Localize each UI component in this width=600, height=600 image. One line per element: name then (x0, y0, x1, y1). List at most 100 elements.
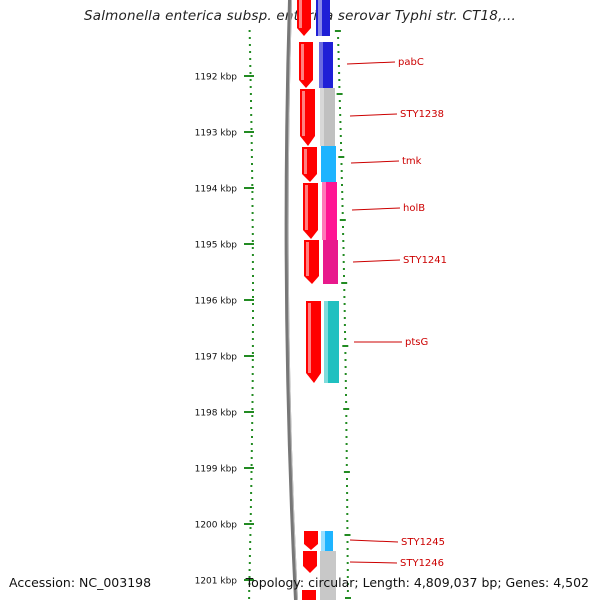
forward-strand-genes (297, 0, 321, 600)
cog-block-ptsG-edge (324, 301, 328, 383)
gene-label-STY1238: STY1238 (349, 109, 444, 120)
ruler-dot (336, 93, 343, 95)
gene-label-text: STY1246 (400, 558, 444, 569)
gene-label-text: ptsG (405, 337, 428, 348)
ruler-dot (251, 380, 254, 382)
ruler-dot (252, 289, 254, 291)
gene-label-pabC: pabC (346, 57, 424, 68)
ruler-dot (251, 268, 254, 270)
ruler-dot (346, 513, 349, 515)
gene-arrow (304, 531, 318, 550)
ruler-dot (346, 492, 349, 494)
ruler-dot (338, 100, 341, 102)
ruler-dot (339, 121, 342, 123)
ruler-right (334, 30, 351, 599)
ruler-dot (251, 436, 253, 438)
ruler-dot (250, 478, 253, 480)
ruler-dot (346, 548, 349, 550)
ruler-dot (249, 527, 252, 529)
ruler-dot (250, 107, 253, 109)
ruler-dot (342, 226, 344, 228)
ruler-dot (342, 261, 345, 263)
ruler-dot (339, 114, 342, 116)
ruler-dot (252, 296, 254, 298)
ruler-dot (341, 282, 348, 284)
ruler-dot (248, 555, 251, 557)
ruler-dot (249, 520, 252, 522)
ruler-dot (249, 541, 252, 543)
ruler-dot (248, 30, 251, 32)
ruler-dot (345, 457, 348, 459)
ruler-dot (340, 142, 342, 144)
gene-label-STY1246: STY1246 (349, 558, 444, 569)
ruler-dot (251, 254, 254, 256)
ruler-dot (251, 233, 254, 235)
ruler-dot (344, 534, 351, 536)
ruler-dot (248, 576, 251, 578)
ruler-dot (249, 513, 252, 515)
ruler-dot (250, 443, 253, 445)
ruler-label: 1197 kbp (195, 353, 238, 363)
ruler-dot (250, 499, 252, 501)
ruler-dot (342, 345, 349, 347)
ruler-left (248, 30, 254, 599)
ruler-dot (251, 422, 254, 424)
ruler-dot (341, 184, 343, 186)
ruler-dot (251, 373, 254, 375)
ruler-dot (346, 555, 349, 557)
ruler-dot (346, 506, 349, 508)
ruler-label: 1198 kbp (195, 409, 238, 419)
ruler-label: 1200 kbp (195, 521, 238, 531)
cog-block-tmk (321, 146, 336, 182)
ruler-label: 1194 kbp (195, 185, 238, 195)
gene-arrow (302, 590, 316, 600)
ruler-dot (344, 380, 347, 382)
gene-arrow-highlight (308, 303, 311, 373)
ruler-dot (343, 296, 346, 298)
ruler-dot (251, 219, 254, 221)
gene-label-text: holB (403, 203, 425, 214)
ruler-dot (340, 170, 343, 172)
ruler-dot (250, 121, 253, 123)
ruler-dot (249, 93, 252, 95)
ruler-dot (341, 191, 344, 193)
ruler-dot (249, 534, 252, 536)
ruler-dot (339, 219, 346, 221)
ruler-dot (346, 541, 349, 543)
ruler-dot (251, 408, 254, 410)
chromosome-backbone (284, 0, 298, 600)
ruler-dot (251, 352, 254, 354)
ruler-dot (346, 520, 349, 522)
ruler-dot (346, 478, 348, 480)
ruler-dot (249, 548, 252, 550)
ruler-dot (249, 86, 252, 88)
ruler-label: 1199 kbp (195, 465, 238, 475)
ruler-dot (343, 317, 346, 319)
gene-label-text: pabC (398, 57, 424, 68)
ruler-dot (252, 324, 254, 326)
cog-block-STY1238-edge (320, 88, 324, 146)
ruler-dot (252, 282, 254, 284)
ruler-dot (249, 65, 252, 67)
cog-block-bottom (320, 551, 336, 600)
ruler-dot (340, 149, 343, 151)
ruler-dot (342, 247, 345, 249)
ruler-dot (342, 268, 345, 270)
ruler-label: 1192 kbp (195, 73, 238, 83)
ruler-dot (346, 485, 348, 487)
ruler-dot (342, 240, 345, 242)
ruler-dot (251, 240, 254, 242)
ruler-dot (248, 569, 251, 571)
ruler-dot (248, 583, 251, 585)
ruler-dot (343, 303, 346, 305)
gene-label-STY1241: STY1241 (352, 255, 447, 266)
gene-arrow-highlight (306, 242, 309, 276)
ruler-dot (344, 338, 347, 340)
ruler-dot (337, 58, 340, 60)
ruler-dot (343, 408, 350, 410)
ruler-dot (340, 177, 343, 179)
ruler-dot (345, 464, 348, 466)
ruler-dot (250, 485, 253, 487)
